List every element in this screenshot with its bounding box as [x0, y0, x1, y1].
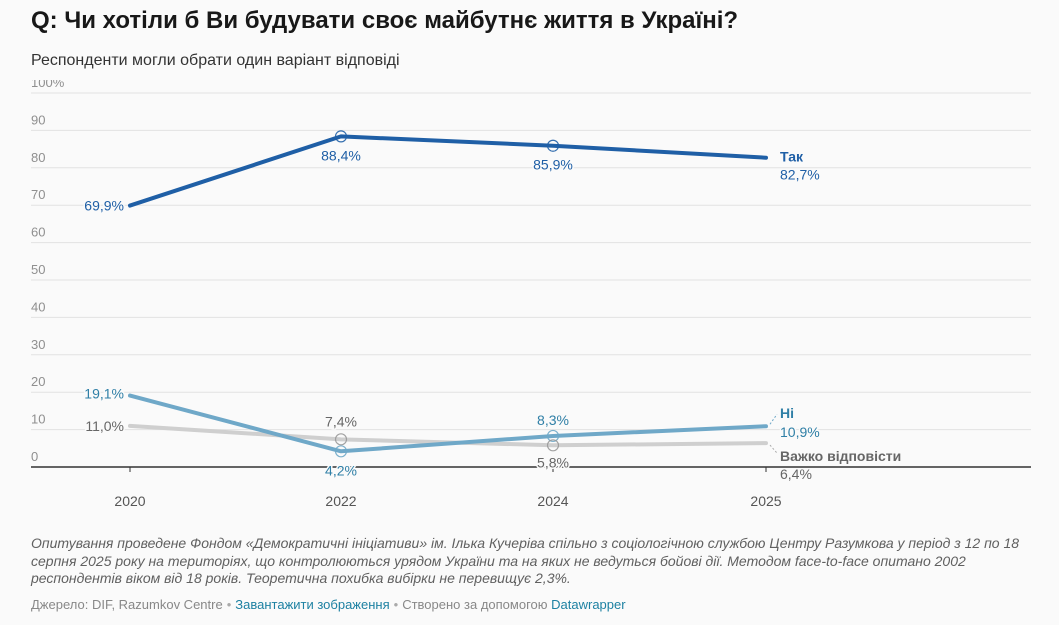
x-tick-label: 2020: [114, 493, 145, 509]
y-tick-label: 0: [31, 449, 38, 464]
y-tick-label: 40: [31, 299, 45, 314]
chart-title: Q: Чи хотіли б Ви будувати своє майбутнє…: [31, 7, 739, 34]
download-image-link[interactable]: Завантажити зображення: [235, 597, 390, 612]
series-name-label: Так: [780, 149, 804, 165]
x-tick-label: 2022: [325, 493, 356, 509]
y-tick-label: 10: [31, 412, 45, 427]
data-label: 4,2%: [325, 462, 357, 478]
data-label: 7,4%: [325, 413, 357, 429]
footer-separator: •: [226, 597, 232, 612]
data-label: 85,9%: [533, 157, 573, 173]
data-label: 69,9%: [84, 198, 124, 214]
y-tick-label: 20: [31, 374, 45, 389]
y-tick-label: 100%: [31, 80, 65, 90]
source-text: Джерело: DIF, Razumkov Centre: [31, 597, 223, 612]
series-name-label: Важко відповісти: [780, 448, 901, 464]
data-point-marker: [546, 139, 560, 152]
data-label: 10,9%: [780, 424, 820, 440]
data-point-marker: [334, 433, 348, 446]
data-label: 5,8%: [537, 454, 569, 470]
chart-footer: Джерело: DIF, Razumkov Centre • Завантажит…: [31, 597, 626, 612]
series-line: [128, 134, 768, 208]
y-tick-label: 70: [31, 187, 45, 202]
y-tick-label: 50: [31, 262, 45, 277]
data-label: 11,0%: [85, 418, 124, 434]
created-with-text: Створено за допомогою: [402, 597, 548, 612]
data-point-marker: [334, 130, 348, 143]
x-tick-label: 2025: [750, 493, 781, 509]
label-connector: [769, 413, 778, 425]
footer-separator: •: [393, 597, 399, 612]
y-tick-label: 90: [31, 112, 45, 127]
data-point-marker: [546, 439, 560, 452]
x-tick-label: 2024: [537, 493, 568, 509]
data-label: 82,7%: [780, 167, 820, 183]
data-label: 6,4%: [780, 466, 812, 482]
label-connector: [769, 444, 778, 454]
y-tick-label: 30: [31, 337, 45, 352]
y-tick-label: 60: [31, 225, 45, 240]
series-line: [128, 393, 768, 454]
chart-subtitle: Респонденти могли обрати один варіант ві…: [31, 52, 400, 69]
data-label: 88,4%: [321, 147, 361, 163]
datawrapper-link[interactable]: Datawrapper: [551, 597, 626, 612]
data-point-marker: [334, 445, 348, 458]
data-point-marker: [546, 429, 560, 443]
y-tick-label: 80: [31, 150, 45, 165]
data-label: 8,3%: [537, 412, 569, 428]
series-name-label: Ні: [780, 405, 794, 421]
data-label: 19,1%: [84, 386, 124, 402]
chart-notes: Опитування проведене Фондом «Демократичн…: [31, 535, 1020, 586]
